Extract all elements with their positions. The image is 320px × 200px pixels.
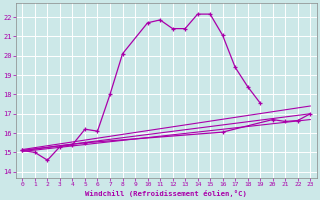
X-axis label: Windchill (Refroidissement éolien,°C): Windchill (Refroidissement éolien,°C) xyxy=(85,190,247,197)
